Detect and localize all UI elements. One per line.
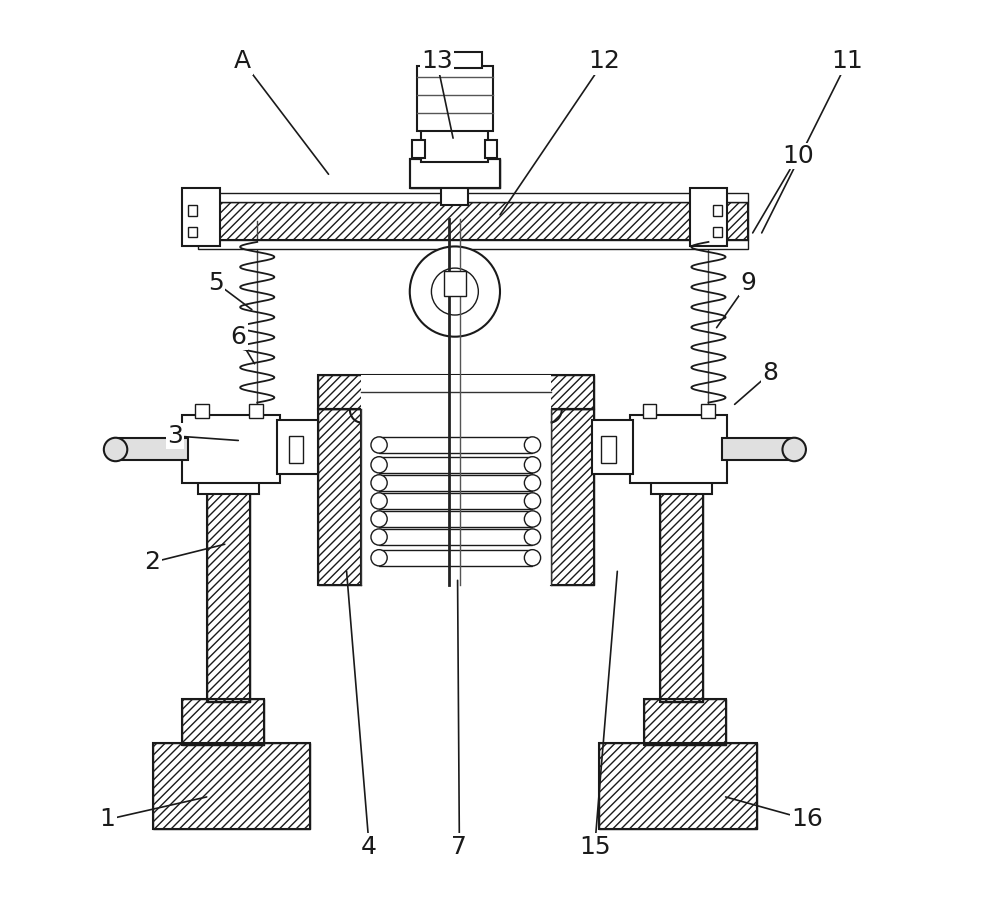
Bar <box>198 240 748 249</box>
Bar <box>277 419 318 474</box>
Bar <box>281 427 310 470</box>
Circle shape <box>371 493 387 509</box>
Text: 10: 10 <box>753 144 814 232</box>
Bar <box>207 490 250 702</box>
Bar <box>379 528 532 545</box>
Bar <box>441 185 468 205</box>
Bar <box>485 140 497 158</box>
Bar <box>594 427 624 470</box>
Circle shape <box>524 475 541 491</box>
Bar <box>701 404 715 418</box>
Bar <box>630 415 727 483</box>
Bar <box>643 404 656 418</box>
Circle shape <box>431 268 478 315</box>
Bar <box>379 549 532 566</box>
Bar <box>182 188 220 246</box>
Bar <box>410 159 500 188</box>
Bar <box>198 193 748 202</box>
Bar <box>651 476 712 494</box>
Bar <box>182 699 264 745</box>
Bar <box>660 490 703 702</box>
Circle shape <box>371 437 387 453</box>
Bar <box>379 457 532 473</box>
Bar <box>318 375 594 409</box>
Bar <box>318 409 361 585</box>
Circle shape <box>524 511 541 528</box>
Circle shape <box>524 528 541 545</box>
Circle shape <box>371 457 387 473</box>
Circle shape <box>524 549 541 566</box>
Bar <box>421 127 488 162</box>
Bar <box>601 436 616 463</box>
Text: 15: 15 <box>579 571 617 859</box>
Bar <box>249 404 263 418</box>
Circle shape <box>371 528 387 545</box>
Bar <box>114 438 188 460</box>
Bar <box>195 404 209 418</box>
Text: 11: 11 <box>762 49 863 232</box>
Bar <box>551 409 594 585</box>
Text: 9: 9 <box>717 271 756 328</box>
Bar <box>599 743 757 828</box>
Text: 16: 16 <box>726 797 823 832</box>
Text: A: A <box>234 49 329 174</box>
Text: 1: 1 <box>99 797 207 832</box>
Text: 8: 8 <box>735 360 779 404</box>
Circle shape <box>371 549 387 566</box>
Bar <box>722 438 796 460</box>
Bar <box>379 475 532 491</box>
Bar <box>207 490 250 702</box>
Text: 2: 2 <box>145 544 225 574</box>
Bar <box>410 159 500 188</box>
Bar <box>153 743 310 828</box>
Text: 3: 3 <box>167 424 238 448</box>
Text: 5: 5 <box>208 271 252 310</box>
Circle shape <box>524 437 541 453</box>
Bar <box>444 271 466 296</box>
Bar <box>188 227 197 237</box>
Bar <box>188 205 197 216</box>
Bar <box>592 419 633 474</box>
Text: 13: 13 <box>421 49 453 138</box>
Bar <box>690 188 727 246</box>
Circle shape <box>104 438 127 461</box>
Circle shape <box>371 475 387 491</box>
Bar <box>412 140 425 158</box>
Bar <box>379 511 532 528</box>
Bar <box>644 699 726 745</box>
Text: 7: 7 <box>451 580 467 859</box>
Text: 6: 6 <box>230 325 255 364</box>
Bar <box>198 476 259 494</box>
Bar <box>713 227 722 237</box>
Bar <box>428 52 482 68</box>
Bar <box>153 743 310 828</box>
Bar <box>417 66 493 131</box>
Circle shape <box>524 493 541 509</box>
Bar <box>410 159 500 188</box>
Bar <box>551 409 594 585</box>
Circle shape <box>371 511 387 528</box>
Bar <box>182 699 264 745</box>
Bar <box>289 436 303 463</box>
Bar <box>599 743 757 828</box>
Bar <box>182 415 280 483</box>
Circle shape <box>524 457 541 473</box>
Bar <box>318 409 361 585</box>
Bar <box>198 202 748 240</box>
Bar <box>644 699 726 745</box>
Bar <box>379 437 532 453</box>
Circle shape <box>782 438 806 461</box>
Bar <box>318 375 594 409</box>
Bar <box>198 202 748 240</box>
Bar <box>361 375 551 585</box>
Circle shape <box>410 246 500 337</box>
Text: 12: 12 <box>500 49 620 215</box>
Bar <box>660 490 703 702</box>
Bar <box>713 205 722 216</box>
Bar <box>379 493 532 509</box>
Text: 4: 4 <box>347 571 377 859</box>
